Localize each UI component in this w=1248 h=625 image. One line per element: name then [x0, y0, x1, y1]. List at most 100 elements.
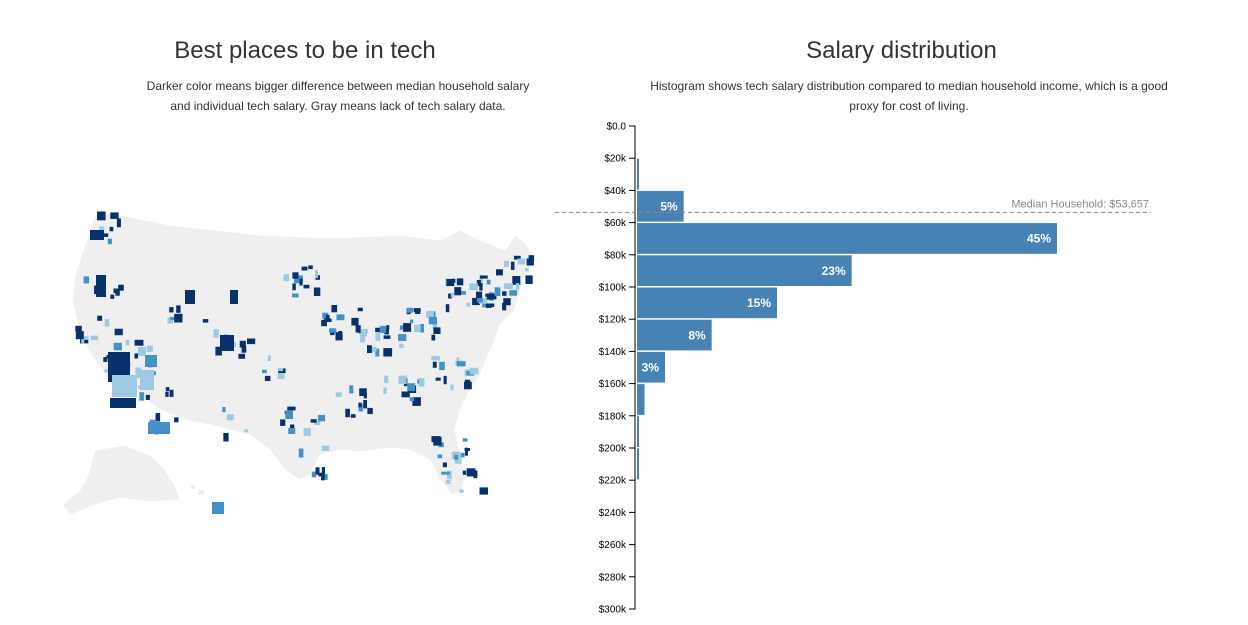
county-cell[interactable] [403, 323, 412, 332]
county-cell[interactable] [433, 436, 442, 446]
county-cell[interactable] [315, 467, 320, 475]
county-cell[interactable] [226, 414, 234, 421]
county-cell[interactable] [311, 471, 317, 478]
county-cell[interactable] [407, 383, 415, 392]
county-cell[interactable] [313, 287, 321, 297]
county-cell[interactable] [165, 391, 169, 397]
county-cell[interactable] [509, 290, 518, 296]
county-cell[interactable] [462, 470, 467, 475]
county-cell[interactable] [486, 279, 491, 285]
county-cell[interactable] [222, 407, 226, 413]
county-cell[interactable] [469, 367, 479, 375]
county-cell[interactable] [528, 255, 535, 262]
county-cell[interactable] [303, 428, 311, 436]
county-cell[interactable] [398, 334, 407, 342]
county-cell[interactable] [384, 328, 389, 335]
county-cell[interactable] [363, 393, 367, 399]
county-cell[interactable] [466, 468, 476, 477]
county-cell[interactable] [134, 339, 144, 346]
county-cell[interactable] [409, 319, 414, 324]
county-cell[interactable] [345, 408, 350, 418]
county-cell[interactable] [409, 397, 414, 402]
county-cell[interactable] [451, 278, 456, 283]
county-cell[interactable] [466, 302, 471, 307]
county-cell[interactable] [104, 369, 110, 373]
county-cell[interactable] [298, 448, 304, 458]
county-cell[interactable] [447, 470, 452, 480]
county-cell[interactable] [464, 447, 468, 456]
county-cell[interactable] [278, 368, 284, 372]
county-cell[interactable] [325, 314, 330, 320]
county-cell[interactable] [108, 352, 130, 382]
county-cell[interactable] [83, 276, 90, 284]
county-cell[interactable] [420, 324, 424, 333]
county-cell[interactable] [383, 335, 391, 339]
county-cell[interactable] [502, 302, 507, 311]
county-cell[interactable] [358, 402, 362, 408]
county-cell[interactable] [138, 347, 146, 356]
county-cell[interactable] [473, 470, 478, 479]
county-cell[interactable] [479, 282, 483, 291]
county-cell[interactable] [526, 258, 534, 266]
county-cell[interactable] [329, 328, 337, 333]
county-cell[interactable] [525, 267, 529, 272]
county-cell[interactable] [510, 261, 515, 270]
county-cell[interactable] [104, 319, 110, 327]
county-cell[interactable] [321, 445, 330, 452]
county-cell[interactable] [308, 265, 313, 270]
county-cell[interactable] [460, 452, 465, 458]
county-cell[interactable] [445, 479, 451, 484]
county-cell[interactable] [416, 399, 420, 405]
county-cell[interactable] [379, 325, 387, 334]
county-cell[interactable] [450, 292, 454, 298]
county-cell[interactable] [375, 332, 381, 342]
county-cell[interactable] [383, 348, 393, 357]
county-cell[interactable] [264, 375, 271, 381]
county-cell[interactable] [454, 287, 462, 296]
county-cell[interactable] [110, 294, 115, 299]
county-cell[interactable] [504, 260, 509, 267]
county-cell[interactable] [90, 230, 104, 240]
county-cell[interactable] [401, 391, 410, 398]
county-cell[interactable] [247, 338, 256, 345]
county-cell[interactable] [140, 370, 154, 390]
county-cell[interactable] [170, 316, 179, 321]
county-cell[interactable] [288, 428, 296, 434]
county-cell[interactable] [359, 388, 367, 396]
county-cell[interactable] [303, 284, 310, 289]
county-cell[interactable] [146, 345, 153, 352]
county-cell[interactable] [472, 297, 480, 306]
county-cell[interactable] [99, 226, 105, 231]
county-cell[interactable] [283, 274, 290, 282]
county-cell[interactable] [114, 328, 123, 336]
county-cell[interactable] [458, 291, 466, 295]
county-cell[interactable] [135, 367, 142, 375]
county-cell[interactable] [244, 429, 248, 433]
county-cell[interactable] [514, 255, 521, 260]
county-cell[interactable] [174, 313, 183, 323]
county-cell[interactable] [239, 340, 246, 348]
county-cell[interactable] [292, 272, 299, 279]
county-cell[interactable] [324, 318, 332, 322]
county-cell[interactable] [363, 400, 367, 409]
county-cell[interactable] [96, 275, 106, 297]
county-cell[interactable] [174, 417, 179, 423]
county-cell[interactable] [294, 275, 303, 284]
county-cell[interactable] [301, 266, 308, 271]
county-cell[interactable] [335, 332, 343, 341]
county-cell[interactable] [97, 315, 103, 321]
county-cell[interactable] [84, 339, 89, 344]
county-cell[interactable] [112, 375, 137, 397]
county-cell[interactable] [476, 291, 483, 300]
county-cell[interactable] [315, 270, 318, 278]
county-cell[interactable] [213, 329, 219, 338]
county-cell[interactable] [479, 487, 489, 495]
county-cell[interactable] [125, 339, 130, 346]
county-cell[interactable] [351, 317, 359, 326]
county-cell[interactable] [185, 290, 195, 304]
county-cell[interactable] [464, 448, 470, 451]
county-cell[interactable] [110, 398, 136, 408]
county-cell[interactable] [414, 324, 421, 333]
county-cell[interactable] [107, 238, 112, 245]
county-cell[interactable] [406, 307, 414, 313]
